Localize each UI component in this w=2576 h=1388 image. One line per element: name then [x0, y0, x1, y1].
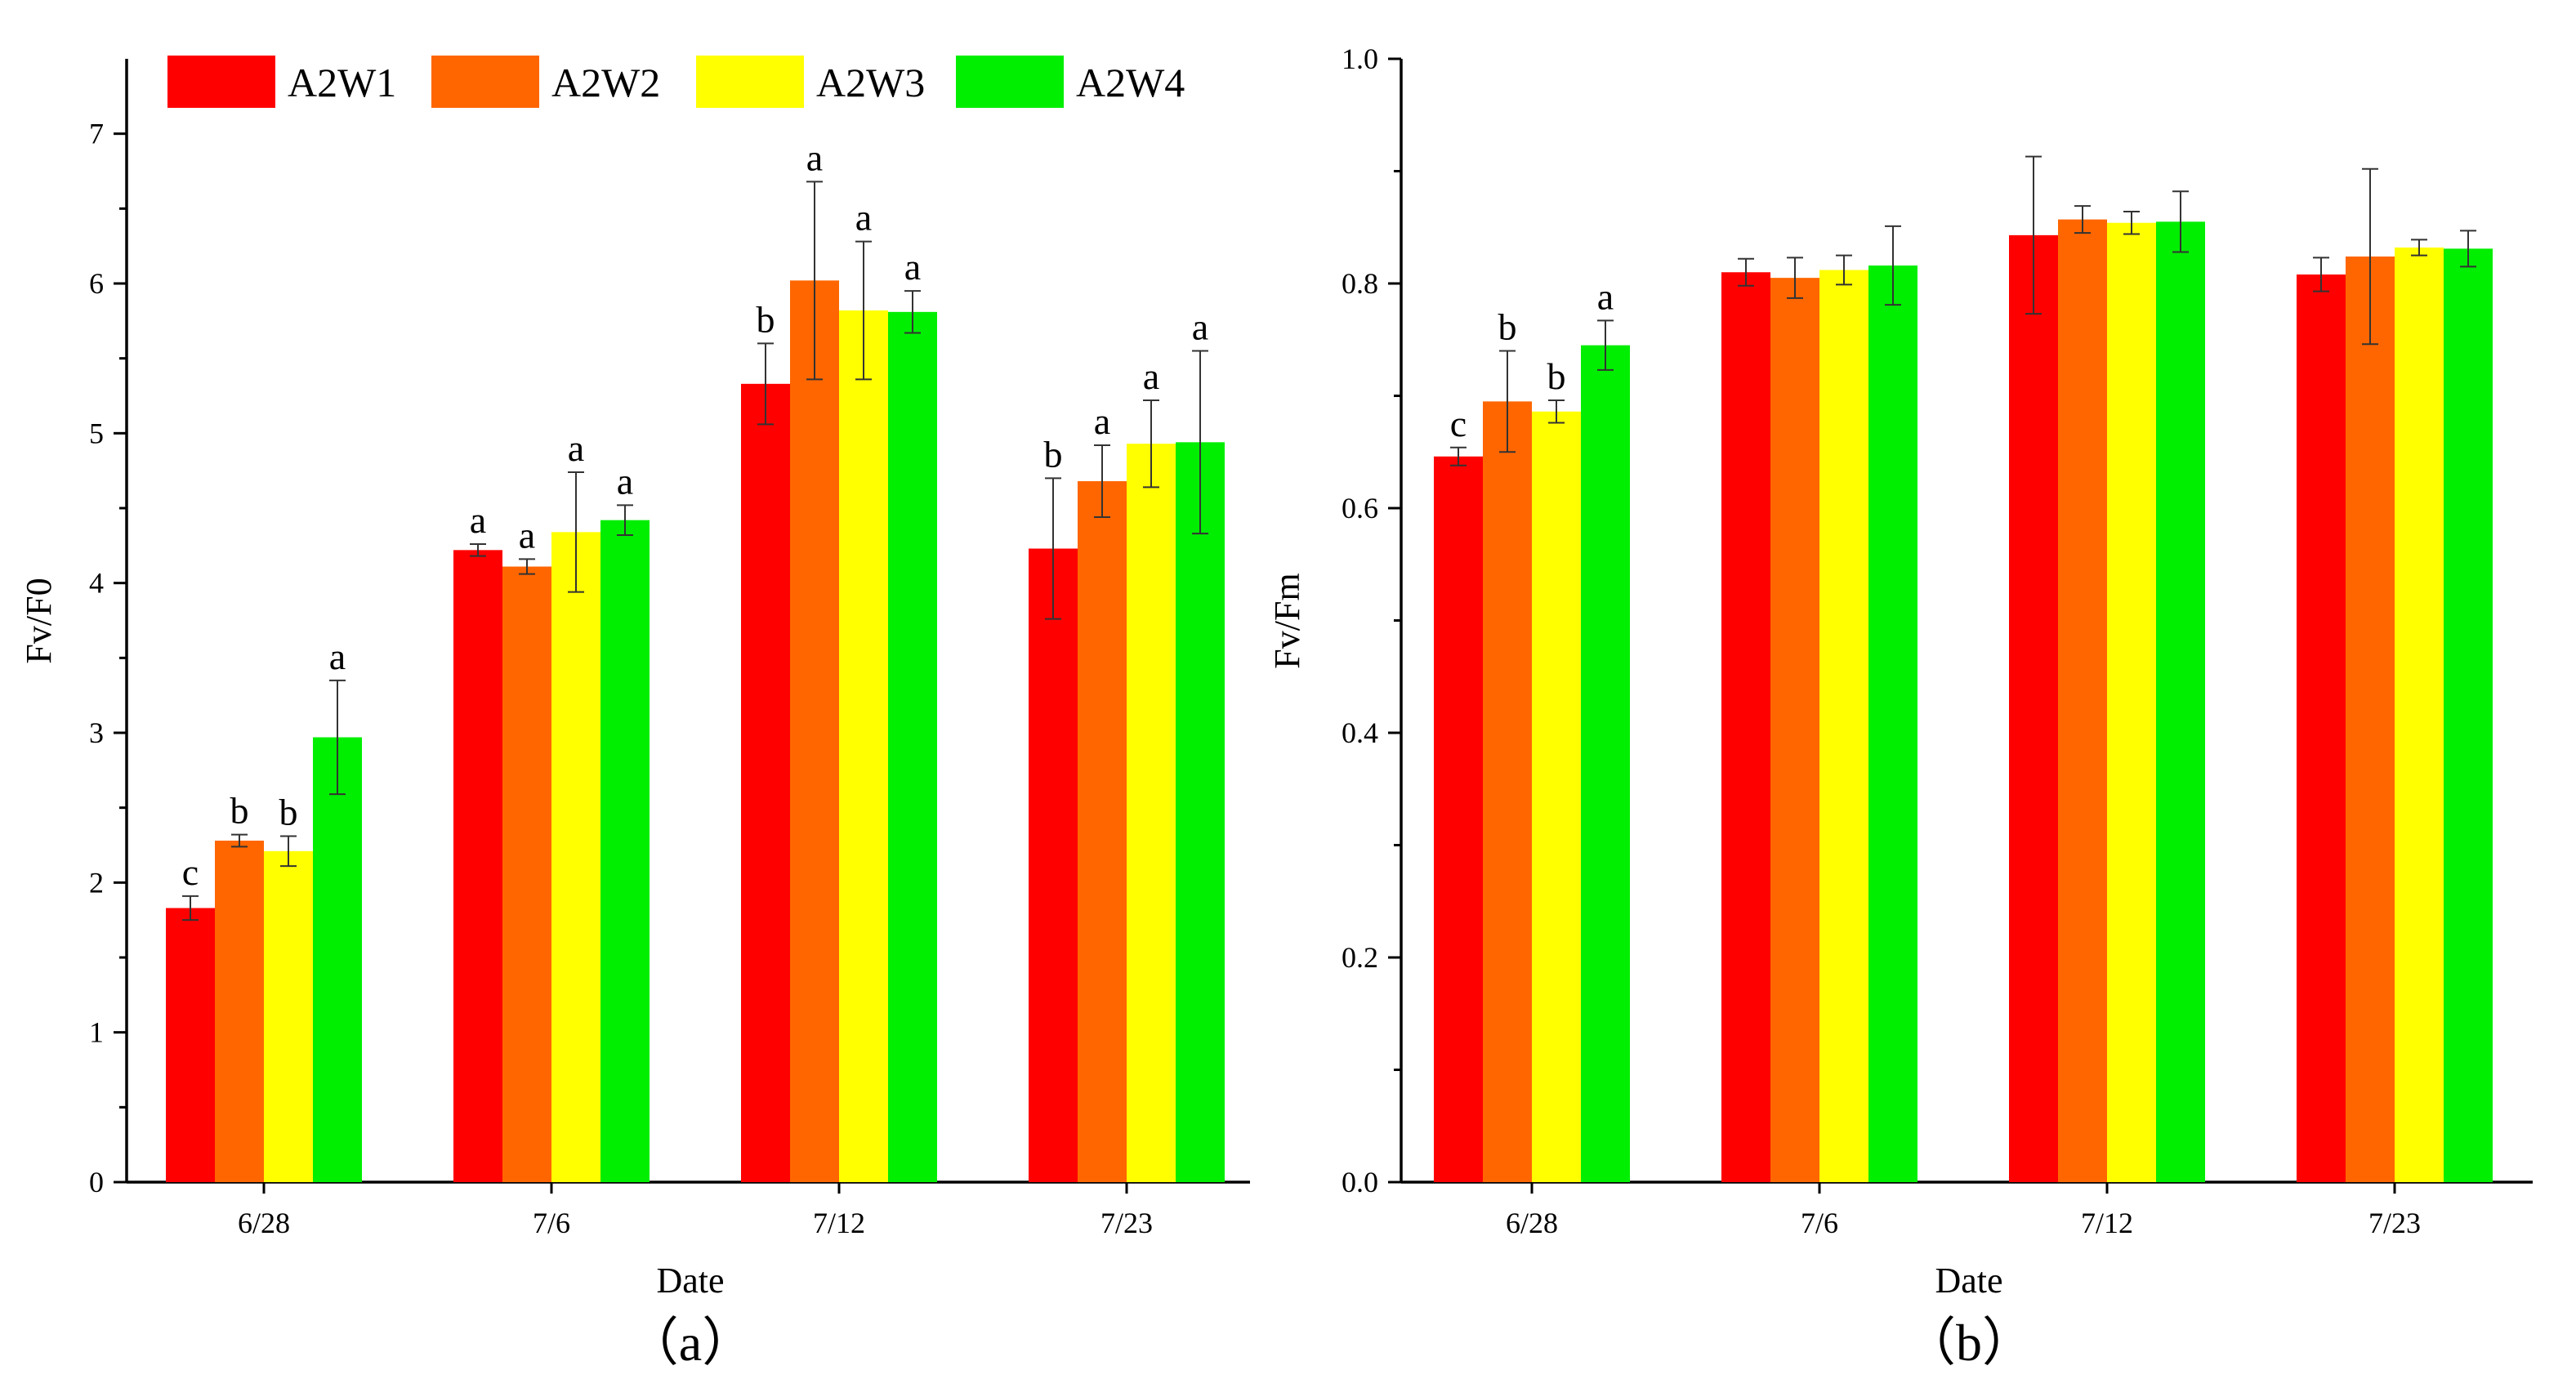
legend: A2W1 A2W2 A2W3 A2W4	[167, 56, 1185, 108]
bar-a2w3	[1819, 270, 1868, 1182]
bar-a2w4	[600, 520, 650, 1182]
significance-letter: b	[279, 792, 298, 833]
significance-letter: a	[470, 499, 486, 541]
panel-caption: （b）	[1904, 1314, 2034, 1372]
bar-a2w3	[1127, 444, 1176, 1182]
x-tick-label: 7/12	[813, 1207, 865, 1239]
legend-label-a2w4: A2W4	[1076, 60, 1185, 105]
bar-a2w4	[313, 737, 362, 1182]
bar-a2w3	[551, 532, 600, 1182]
significance-letter: a	[806, 136, 823, 178]
bar-a2w4	[1176, 442, 1225, 1182]
bar-a2w2	[215, 841, 264, 1182]
bar-a2w1	[741, 383, 790, 1182]
significance-letter: b	[1547, 355, 1566, 397]
bar-a2w1	[1721, 272, 1770, 1182]
bar-a2w2	[1770, 278, 1819, 1182]
bar-a2w2	[1483, 401, 1532, 1182]
y-tick-label: 4	[89, 567, 104, 600]
legend-swatch-a2w1	[167, 56, 275, 108]
significance-letter: a	[1192, 306, 1208, 348]
y-tick-label: 7	[89, 118, 104, 150]
legend-label-a2w3: A2W3	[816, 60, 925, 105]
bar-a2w3	[2107, 222, 2156, 1182]
y-tick-label: 0.0	[1342, 1166, 1378, 1198]
significance-letter: a	[1143, 355, 1159, 397]
x-axis-title: Date	[1935, 1261, 2002, 1301]
significance-letter: a	[1094, 400, 1110, 442]
legend-label-a2w1: A2W1	[288, 60, 396, 105]
significance-letter: a	[904, 246, 921, 288]
significance-letter: a	[855, 197, 872, 239]
x-axis-title: Date	[656, 1261, 724, 1301]
significance-letter: b	[1044, 433, 1063, 475]
y-tick-label: 0	[89, 1166, 104, 1198]
bar-a2w1	[166, 908, 215, 1182]
bar-a2w4	[1868, 266, 1917, 1182]
bar-a2w3	[2395, 248, 2444, 1182]
significance-letter: a	[1597, 275, 1614, 317]
x-tick-label: 7/23	[1100, 1207, 1153, 1239]
bar-a2w4	[2444, 248, 2493, 1182]
legend-swatch-a2w4	[956, 56, 1064, 108]
panel-caption: （a）	[627, 1314, 754, 1372]
significance-letter: c	[182, 851, 199, 893]
legend-label-a2w2: A2W2	[551, 60, 660, 105]
x-tick-label: 6/28	[238, 1207, 290, 1239]
bar-a2w1	[1029, 548, 1078, 1182]
significance-letter: b	[230, 790, 249, 832]
significance-letter: a	[617, 460, 633, 502]
y-axis-title: Fv/F0	[19, 578, 59, 663]
x-tick-label: 6/28	[1506, 1207, 1558, 1239]
legend-swatch-a2w3	[696, 56, 804, 108]
bar-a2w2	[1078, 481, 1127, 1182]
bar-a2w2	[502, 566, 551, 1182]
bar-a2w2	[2346, 257, 2395, 1182]
y-tick-label: 0.6	[1342, 492, 1378, 524]
x-tick-label: 7/6	[533, 1207, 570, 1239]
y-tick-label: 1.0	[1342, 42, 1378, 75]
significance-letter: a	[519, 514, 535, 556]
bar-a2w4	[888, 311, 937, 1182]
significance-letter: c	[1450, 403, 1467, 444]
bar-a2w3	[839, 310, 888, 1182]
bar-a2w1	[1434, 456, 1483, 1182]
x-tick-label: 7/12	[2081, 1207, 2133, 1239]
bar-a2w4	[1581, 345, 1630, 1182]
significance-letter: b	[757, 298, 775, 340]
significance-letter: a	[329, 636, 346, 677]
bar-a2w4	[2156, 221, 2205, 1182]
bar-a2w2	[790, 280, 839, 1182]
legend-swatch-a2w2	[431, 56, 539, 108]
y-tick-label: 5	[89, 417, 104, 449]
bar-a2w3	[264, 850, 313, 1182]
significance-letter: a	[568, 427, 584, 469]
bar-a2w1	[2297, 274, 2346, 1182]
significance-letter: b	[1498, 306, 1517, 348]
y-tick-label: 1	[89, 1016, 104, 1049]
y-tick-label: 0.8	[1342, 267, 1378, 300]
y-tick-label: 2	[89, 866, 104, 899]
bar-a2w1	[2009, 234, 2058, 1182]
y-tick-label: 0.4	[1342, 716, 1378, 749]
y-tick-label: 6	[89, 267, 104, 300]
y-axis-title: Fv/Fm	[1267, 573, 1307, 668]
bar-a2w3	[1532, 411, 1581, 1182]
bar-a2w2	[2058, 219, 2107, 1182]
y-tick-label: 3	[89, 716, 104, 749]
x-tick-label: 7/6	[1801, 1207, 1838, 1239]
bar-a2w1	[453, 550, 502, 1182]
x-tick-label: 7/23	[2368, 1207, 2421, 1239]
y-tick-label: 0.2	[1342, 941, 1378, 974]
